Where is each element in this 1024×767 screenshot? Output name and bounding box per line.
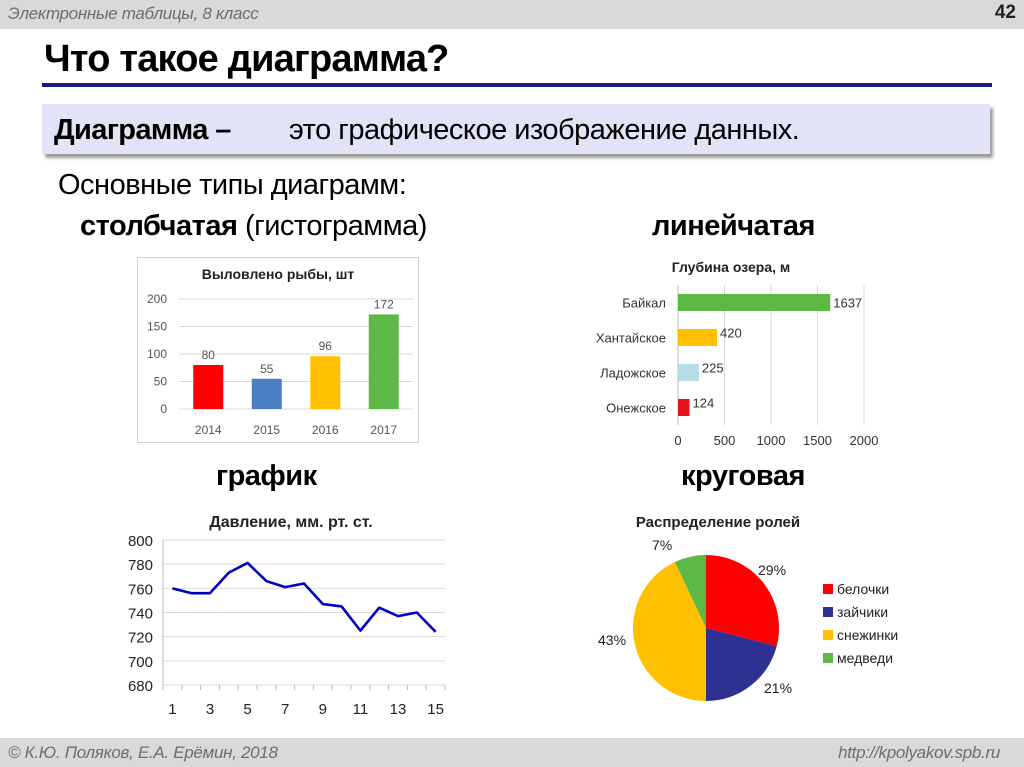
- column-chart-type: столбчатая: [80, 210, 238, 242]
- line-chart-svg: Давление, мм. рт. ст. 680 700 720 740 760 780 8…: [128, 514, 446, 718]
- definition-term: Диаграмма –: [54, 114, 231, 146]
- y-tick-label: 150: [147, 320, 167, 334]
- legend-label: белочки: [837, 581, 889, 597]
- pie-slice: [674, 555, 706, 628]
- pie-slice: [706, 628, 777, 701]
- pie-chart-type: круговая: [681, 460, 805, 492]
- y-tick-label: 680: [128, 678, 153, 695]
- copyright: © К.Ю. Поляков, Е.А. Ерёмин, 2018: [8, 743, 278, 762]
- x-tick-label: 500: [714, 433, 736, 448]
- x-tick-label: 7: [281, 701, 289, 718]
- bar: [678, 329, 718, 346]
- data-label: 172: [374, 297, 394, 311]
- x-tick-label: 9: [319, 701, 327, 718]
- course-subject: Электронные таблицы, 8 класс: [8, 4, 259, 23]
- x-tick-label: 3: [206, 701, 214, 718]
- data-label: 124: [693, 396, 715, 411]
- x-tick-label: 11: [353, 701, 369, 718]
- legend-swatch: [823, 607, 833, 617]
- chart-title: Выловлено рыбы, шт: [202, 266, 355, 282]
- y-tick-label: 800: [128, 533, 153, 550]
- legend-label: зайчики: [837, 604, 888, 620]
- data-label: 21%: [764, 680, 792, 696]
- data-label: 80: [202, 348, 216, 362]
- y-tick-label: 720: [128, 630, 153, 647]
- chart-title: Глубина озера, м: [672, 259, 791, 275]
- x-tick-label: 13: [390, 701, 407, 718]
- x-tick-label: 2017: [370, 423, 397, 437]
- y-tick-label: 760: [128, 581, 153, 598]
- data-line: [172, 561, 437, 633]
- site-link[interactable]: http://kpolyakov.spb.ru: [838, 743, 1000, 762]
- legend-swatch: [823, 653, 833, 663]
- x-tick-label: 5: [243, 701, 251, 718]
- x-tick-label: 1: [168, 701, 176, 718]
- bar: [678, 294, 831, 311]
- y-tick-label: Хантайское: [596, 331, 666, 346]
- x-tick-label: 15: [427, 701, 444, 718]
- definition-text: это графическое изображение данных.: [289, 114, 800, 146]
- chart-types-intro: Основные типы диаграмм:: [58, 169, 407, 201]
- y-tick-label: 780: [128, 557, 153, 574]
- bar: [251, 378, 282, 409]
- pie-slice: [706, 555, 779, 647]
- legend-swatch: [823, 584, 833, 594]
- slide-title: Что такое диаграмма?: [44, 38, 449, 80]
- line-chart: Давление, мм. рт. ст. 680 700 720 740 760 780 8…: [113, 502, 458, 729]
- y-tick-label: 50: [154, 375, 168, 389]
- y-tick-label: Ладожское: [600, 366, 666, 381]
- pie-chart-label: круговая: [681, 460, 805, 493]
- line-chart-label: график: [216, 460, 317, 493]
- data-label: 1637: [833, 296, 862, 311]
- bar-chart-svg: Глубина озера, м 0 500 1000 1500 2000 1637 Байк…: [596, 259, 879, 448]
- definition-box: Диаграмма – это графическое изображение …: [42, 104, 990, 154]
- bar-chart-label: линейчатая: [652, 210, 815, 243]
- slide-footer-bar: © К.Ю. Поляков, Е.А. Ерёмин, 2018 http:/…: [0, 738, 1024, 767]
- y-tick-label: 100: [147, 347, 167, 361]
- slide-header-bar: Электронные таблицы, 8 класс 42: [0, 0, 1024, 29]
- y-tick-label: Онежское: [606, 401, 666, 416]
- legend-label: снежинки: [837, 627, 898, 643]
- y-tick-label: 0: [160, 402, 167, 416]
- data-label: 96: [319, 339, 333, 353]
- column-chart-alias: (гистограмма): [244, 210, 428, 242]
- legend-label: медведи: [837, 650, 893, 666]
- bar: [193, 365, 224, 409]
- bar-chart: Глубина озера, м 0 500 1000 1500 2000 1637 Байк…: [583, 252, 888, 455]
- y-tick-label: 700: [128, 654, 153, 671]
- title-underline: [42, 83, 992, 87]
- x-tick-label: 1500: [803, 433, 832, 448]
- pie-chart-svg: Распределение ролей 29% 21% 43% 7% белочки зай…: [598, 514, 898, 701]
- x-tick-label: 2000: [850, 433, 879, 448]
- chart-title: Давление, мм. рт. ст.: [209, 514, 372, 531]
- x-tick-label: 0: [674, 433, 681, 448]
- data-label: 420: [720, 326, 742, 341]
- pie-chart: Распределение ролей 29% 21% 43% 7% белочки зай…: [590, 505, 920, 715]
- y-tick-label: Байкал: [622, 296, 666, 311]
- y-tick-label: 200: [147, 292, 167, 306]
- x-tick-label: 2016: [312, 423, 339, 437]
- data-label: 225: [702, 361, 724, 376]
- bar: [368, 314, 399, 409]
- x-tick-label: 2015: [253, 423, 280, 437]
- page-number: 42: [994, 2, 1016, 23]
- y-tick-label: 740: [128, 606, 153, 623]
- column-chart: Выловлено рыбы, шт 0 50 100 150 200 80 2014 55 20…: [137, 257, 419, 448]
- data-label: 29%: [758, 562, 786, 578]
- bar-chart-type: линейчатая: [652, 210, 815, 242]
- bar: [678, 399, 690, 416]
- bar: [310, 356, 341, 409]
- bar: [678, 364, 699, 381]
- data-label: 43%: [598, 632, 626, 648]
- column-chart-svg: Выловлено рыбы, шт 0 50 100 150 200 80 2014 55 20…: [137, 257, 419, 443]
- data-label: 55: [260, 362, 274, 376]
- x-tick-label: 1000: [757, 433, 786, 448]
- pie-slice: [633, 561, 706, 701]
- x-tick-label: 2014: [195, 423, 222, 437]
- column-chart-label: столбчатая (гистограмма): [80, 210, 427, 243]
- data-label: 7%: [652, 537, 672, 553]
- legend-swatch: [823, 630, 833, 640]
- chart-title: Распределение ролей: [636, 514, 800, 531]
- line-chart-type: график: [216, 460, 317, 492]
